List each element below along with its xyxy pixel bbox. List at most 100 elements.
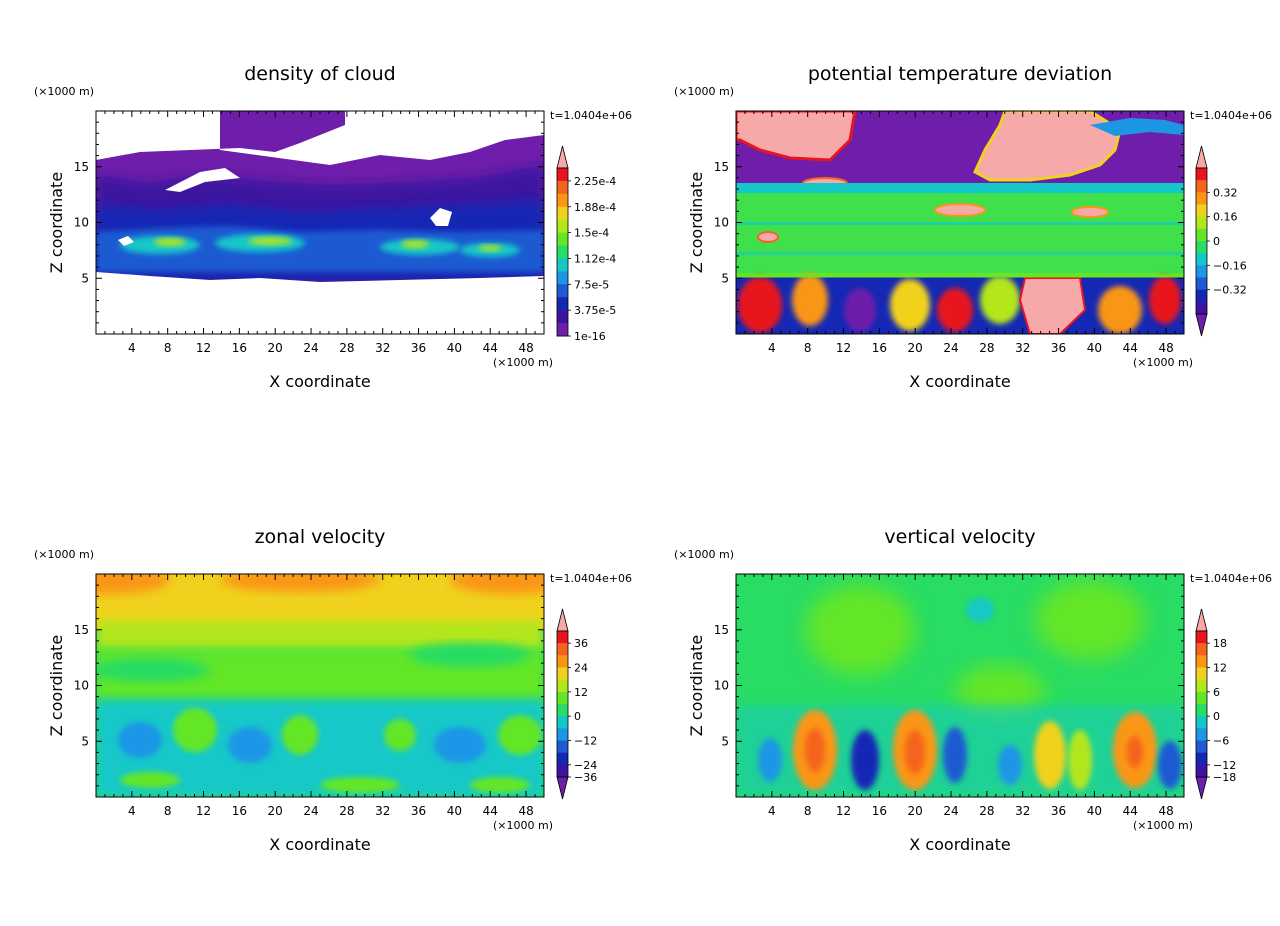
colorbar-label: 6 — [1213, 686, 1220, 699]
x-axis-label: X coordinate — [269, 372, 370, 391]
colorbar-swatch — [1196, 716, 1207, 729]
colorbar-label: −0.32 — [1213, 284, 1247, 297]
colorbar-swatch — [1196, 631, 1207, 644]
x-tick-label: 12 — [196, 341, 211, 355]
y-tick-label: 5 — [721, 734, 729, 748]
x-unit-label: (×1000 m) — [1133, 356, 1193, 369]
chart-title: zonal velocity — [255, 526, 386, 548]
colorbar — [1195, 608, 1210, 800]
y-axis-label: Z coordinate — [687, 172, 706, 273]
x-tick-label: 48 — [1158, 341, 1173, 355]
x-tick-label: 20 — [908, 804, 923, 818]
x-unit-label: (×1000 m) — [493, 819, 553, 832]
colorbar-swatch — [1196, 168, 1207, 181]
colorbar-bottom-arrow — [556, 776, 569, 800]
colorbar-label: −0.16 — [1213, 259, 1247, 272]
y-tick-label: 5 — [721, 271, 729, 285]
y-unit-label: (×1000 m) — [674, 548, 734, 561]
colorbar-swatch — [557, 193, 568, 208]
colorbar-label: 18 — [1213, 637, 1227, 650]
x-tick-label: 12 — [196, 804, 211, 818]
colorbar-label: −36 — [574, 771, 597, 784]
colorbar-swatch — [1196, 216, 1207, 230]
colorbar-swatch — [1196, 704, 1207, 717]
colorbar-swatch — [557, 643, 568, 656]
colorbar-label: 3.75e-5 — [574, 304, 616, 317]
colorbar-swatch — [557, 297, 568, 311]
colorbar-swatch — [1196, 655, 1207, 668]
colorbar — [1195, 145, 1210, 337]
colorbar-label: 24 — [574, 662, 588, 675]
x-tick-label: 16 — [872, 804, 887, 818]
time-label: t=1.0404e+06 — [1190, 109, 1272, 122]
y-tick-label: 15 — [714, 623, 729, 637]
colorbar-swatch — [1196, 204, 1207, 218]
colorbar-label: 0.16 — [1213, 211, 1238, 224]
colorbar-swatch — [1196, 289, 1207, 303]
colorbar-swatch — [1196, 728, 1207, 741]
x-axis-label: X coordinate — [269, 835, 370, 854]
y-axis-label: Z coordinate — [47, 635, 66, 736]
colorbar-top-arrow — [556, 608, 569, 632]
colorbar-swatch — [557, 271, 568, 285]
x-tick-label: 48 — [1158, 804, 1173, 818]
field-potential-temperature-deviation — [736, 111, 1184, 334]
x-tick-label: 16 — [232, 341, 247, 355]
panel-density-of-cloud — [95, 110, 545, 335]
colorbar-top-arrow — [1195, 145, 1208, 169]
y-tick-label: 5 — [81, 271, 89, 285]
colorbar — [556, 608, 571, 800]
x-tick-label: 48 — [518, 341, 533, 355]
colorbar-swatch — [1196, 253, 1207, 266]
colorbar-label: 0 — [1213, 710, 1220, 723]
colorbar-label: 1.12e-4 — [574, 252, 616, 265]
colorbar-label: −12 — [1213, 759, 1236, 772]
colorbar-swatch — [557, 691, 568, 705]
colorbar-swatch — [1196, 679, 1207, 693]
colorbar-swatch — [1196, 764, 1207, 778]
colorbar-top-arrow — [556, 145, 569, 169]
colorbar-swatch — [1196, 192, 1207, 205]
colorbar-swatch — [1196, 643, 1207, 656]
x-tick-label: 36 — [1051, 341, 1066, 355]
x-tick-label: 44 — [1123, 804, 1138, 818]
colorbar-label: 7.5e-5 — [574, 278, 609, 291]
x-tick-label: 48 — [518, 804, 533, 818]
colorbar-swatch — [557, 168, 568, 182]
colorbar-label: 36 — [574, 637, 588, 650]
time-label: t=1.0404e+06 — [550, 109, 632, 122]
x-tick-label: 4 — [128, 804, 136, 818]
x-unit-label: (×1000 m) — [493, 356, 553, 369]
y-axis-label: Z coordinate — [47, 172, 66, 273]
colorbar — [556, 145, 571, 337]
colorbar-swatch — [557, 284, 568, 298]
x-tick-label: 44 — [483, 804, 498, 818]
time-label: t=1.0404e+06 — [550, 572, 632, 585]
colorbar-label: −12 — [574, 735, 597, 748]
x-tick-label: 24 — [303, 804, 318, 818]
y-tick-label: 10 — [714, 216, 729, 230]
x-axis-label: X coordinate — [909, 835, 1010, 854]
x-tick-label: 28 — [979, 341, 994, 355]
colorbar-swatch — [557, 219, 568, 234]
x-tick-label: 36 — [1051, 804, 1066, 818]
y-tick-label: 10 — [74, 216, 89, 230]
field-density-of-cloud — [96, 111, 544, 334]
colorbar-swatch — [557, 728, 568, 741]
colorbar-swatch — [1196, 752, 1207, 766]
x-tick-label: 40 — [447, 341, 462, 355]
y-tick-label: 5 — [81, 734, 89, 748]
colorbar-label: 2.25e-4 — [574, 175, 616, 188]
colorbar-swatch — [557, 206, 568, 221]
colorbar-frame — [556, 630, 569, 778]
colorbar-label: 0 — [1213, 235, 1220, 248]
chart-title: potential temperature deviation — [808, 63, 1112, 85]
colorbar-swatch — [557, 704, 568, 717]
field-vertical-velocity — [736, 574, 1184, 797]
colorbar-frame — [1195, 630, 1208, 778]
colorbar-swatch — [1196, 265, 1207, 278]
colorbar-swatch — [1196, 180, 1207, 193]
y-tick-label: 15 — [74, 623, 89, 637]
colorbar-swatch — [1196, 740, 1207, 754]
